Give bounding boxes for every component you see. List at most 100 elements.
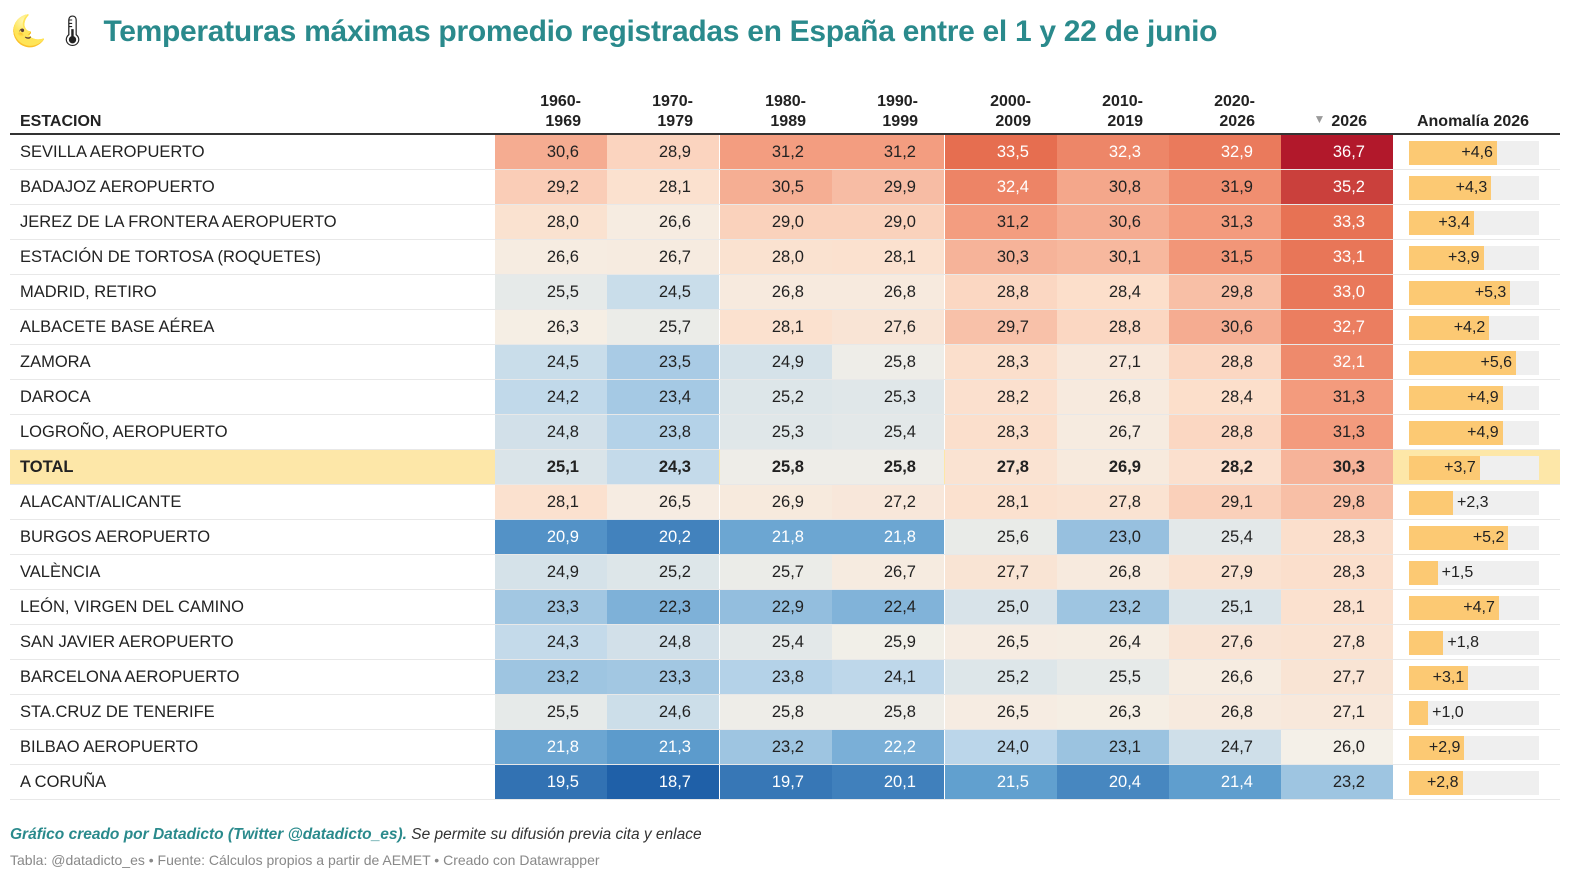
column-header-period[interactable]: 2020- 2026 xyxy=(1169,84,1281,132)
heatmap-cell: 25,0 xyxy=(945,590,1057,625)
heatmap-cell: 25,9 xyxy=(832,625,944,660)
heatmap-cell: 33,1 xyxy=(1281,240,1393,275)
table-row: MADRID, RETIRO 25,5 24,5 26,8 26,8 28,8 28,4 29… xyxy=(10,275,1560,310)
anomaly-bar xyxy=(1409,141,1497,165)
heatmap-cell: 30,3 xyxy=(945,240,1057,275)
sort-descending-icon[interactable]: ▼ xyxy=(1313,112,1326,126)
heatmap-cell: 19,7 xyxy=(720,765,832,800)
station-name: ZAMORA xyxy=(20,353,91,371)
column-header-period[interactable]: 2000- 2009 xyxy=(945,84,1057,132)
heatmap-cell: 30,5 xyxy=(720,170,832,205)
row-divider xyxy=(10,624,1560,625)
heatmap-cell: 28,8 xyxy=(1057,310,1169,345)
heatmap-cell: 23,0 xyxy=(1057,520,1169,555)
table-row: VALÈNCIA 24,9 25,2 25,7 26,7 27,7 26,8 27,9 28,3… xyxy=(10,555,1560,590)
table-row: ALBACETE BASE AÉREA 26,3 25,7 28,1 27,6 29,7 2… xyxy=(10,310,1560,345)
heatmap-cell: 35,2 xyxy=(1281,170,1393,205)
heatmap-cell: 29,7 xyxy=(945,310,1057,345)
anomaly-label: +4,2 xyxy=(1453,319,1486,336)
heatmap-cell: 21,4 xyxy=(1169,765,1281,800)
heatmap-cell: 25,8 xyxy=(832,345,944,380)
column-header-period[interactable]: ▼ 2026 xyxy=(1281,84,1393,132)
station-name: JEREZ DE LA FRONTERA AEROPUERTO xyxy=(20,213,337,231)
heatmap-cell: 28,0 xyxy=(720,240,832,275)
anomaly-bar xyxy=(1409,316,1490,340)
heatmap-cell: 25,8 xyxy=(720,695,832,730)
row-divider xyxy=(10,799,1560,800)
chart-title: 🌜 🌡 Temperaturas máximas promedio regist… xyxy=(10,12,1218,52)
anomaly-label: +4,9 xyxy=(1467,424,1499,441)
anomaly-bar-track: +1,5 xyxy=(1409,561,1539,585)
table-row: SAN JAVIER AEROPUERTO 24,3 24,8 25,4 25,9 26,… xyxy=(10,625,1560,660)
heatmap-cell: 29,0 xyxy=(832,205,944,240)
heatmap-cell: 31,2 xyxy=(720,135,832,170)
heatmap-cell: 24,3 xyxy=(495,625,607,660)
anomaly-label: +4,3 xyxy=(1455,179,1488,196)
row-divider xyxy=(10,274,1560,275)
heatmap-cell: 32,4 xyxy=(945,170,1057,205)
table-row: BILBAO AEROPUERTO 21,8 21,3 23,2 22,2 24,0 23,… xyxy=(10,730,1560,765)
station-name: MADRID, RETIRO xyxy=(20,283,157,301)
heatmap-cell: 27,8 xyxy=(945,450,1057,485)
table-row: ALACANT/ALICANTE 28,1 26,5 26,9 27,2 28,1 27,8… xyxy=(10,485,1560,520)
column-header-period-label: 1990- 1999 xyxy=(877,93,918,130)
total-row: TOTAL 25,1 24,3 25,8 25,8 27,8 26,9 28,2 30,3 +3,… xyxy=(10,450,1560,485)
heatmap-cell: 28,0 xyxy=(495,205,607,240)
heatmap-cell: 25,4 xyxy=(720,625,832,660)
heatmap-cell: 27,8 xyxy=(1281,625,1393,660)
column-header-period[interactable]: 2010- 2019 xyxy=(1057,84,1169,132)
footer-credit-link[interactable]: Gráfico creado por Datadicto (Twitter @d… xyxy=(10,826,407,843)
heatmap-cell: 20,1 xyxy=(832,765,944,800)
anomaly-bar xyxy=(1409,596,1499,620)
station-name: A CORUÑA xyxy=(20,773,107,791)
column-header-period[interactable]: 1990- 1999 xyxy=(832,84,944,132)
row-divider xyxy=(10,204,1560,205)
anomaly-bar xyxy=(1409,491,1453,515)
anomaly-bar-track: +4,9 xyxy=(1409,386,1539,410)
anomaly-label: +2,9 xyxy=(1428,739,1461,756)
column-header-period[interactable]: 1960- 1969 xyxy=(495,84,607,132)
station-name: BURGOS AEROPUERTO xyxy=(20,528,211,546)
anomaly-label: +5,3 xyxy=(1474,284,1507,301)
heatmap-cell: 25,2 xyxy=(945,660,1057,695)
heatmap-cell: 31,3 xyxy=(1281,380,1393,415)
anomaly-label: +5,6 xyxy=(1480,354,1513,371)
column-header-period[interactable]: 1970- 1979 xyxy=(607,84,719,132)
column-header-period[interactable]: 1980- 1989 xyxy=(720,84,832,132)
row-divider xyxy=(10,764,1560,765)
heatmap-cell: 18,7 xyxy=(607,765,719,800)
column-header-anomaly[interactable]: Anomalía 2026 xyxy=(1416,113,1530,130)
anomaly-label: +3,9 xyxy=(1447,249,1480,266)
heatmap-cell: 25,5 xyxy=(495,275,607,310)
heatmap-cell: 28,4 xyxy=(1169,380,1281,415)
heatmap-cell: 32,9 xyxy=(1169,135,1281,170)
anomaly-bar-track: +4,7 xyxy=(1409,596,1539,620)
heatmap-cell: 26,7 xyxy=(607,240,719,275)
column-header-period-label: 2026 xyxy=(1331,113,1367,130)
heatmap-cell: 31,2 xyxy=(832,135,944,170)
anomaly-bar xyxy=(1409,351,1517,375)
anomaly-bar-track: +5,2 xyxy=(1409,526,1539,550)
column-header-station[interactable]: ESTACION xyxy=(20,113,102,130)
anomaly-bar-track: +5,6 xyxy=(1409,351,1539,375)
table-row: LEÓN, VIRGEN DEL CAMINO 23,3 22,3 22,9 22,4 2… xyxy=(10,590,1560,625)
heatmap-cell: 26,0 xyxy=(1281,730,1393,765)
footer-credit: Gráfico creado por Datadicto (Twitter @d… xyxy=(10,826,702,844)
heatmap-cell: 23,2 xyxy=(495,660,607,695)
station-name: TOTAL xyxy=(20,458,74,476)
heatmap-cell: 23,2 xyxy=(1281,765,1393,800)
heatmap-cell: 28,8 xyxy=(1169,415,1281,450)
station-name: SAN JAVIER AEROPUERTO xyxy=(20,633,234,651)
anomaly-bar xyxy=(1409,526,1509,550)
heatmap-cell: 33,5 xyxy=(945,135,1057,170)
heatmap-cell: 20,4 xyxy=(1057,765,1169,800)
station-name: VALÈNCIA xyxy=(20,563,101,581)
anomaly-bar-track: +3,4 xyxy=(1409,211,1539,235)
anomaly-bar-track: +3,9 xyxy=(1409,246,1539,270)
heatmap-cell: 24,1 xyxy=(832,660,944,695)
heatmap-cell: 33,0 xyxy=(1281,275,1393,310)
anomaly-label: +1,8 xyxy=(1447,634,1479,651)
heatmap-cell: 21,3 xyxy=(607,730,719,765)
column-header-period-label: 2000- 2009 xyxy=(990,93,1031,130)
anomaly-bar xyxy=(1409,421,1503,445)
